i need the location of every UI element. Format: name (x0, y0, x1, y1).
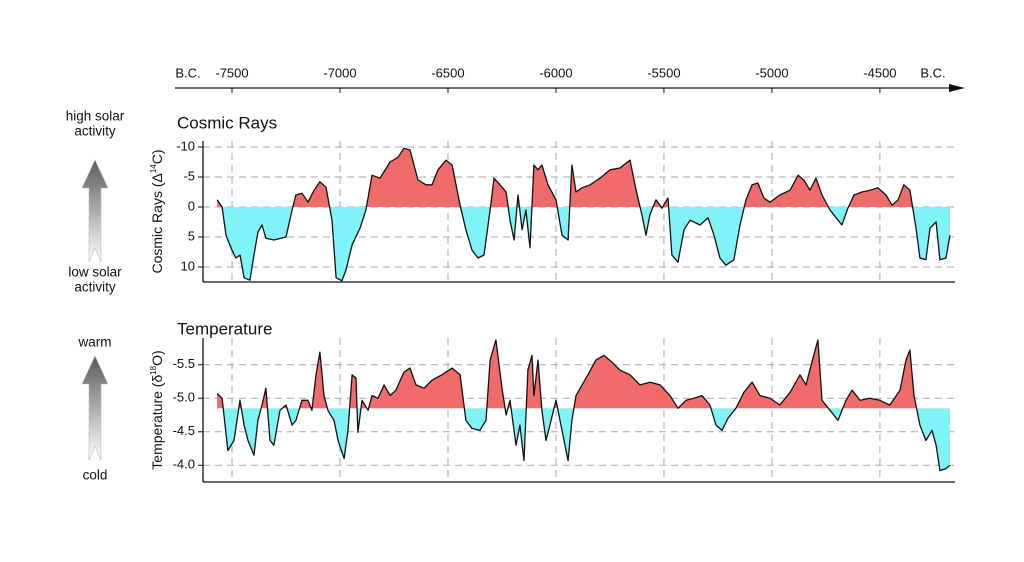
indicator-arrow (81, 355, 109, 461)
indicator-top-label: warm (78, 335, 112, 350)
y-axis-label-part: 14 (149, 164, 158, 173)
y-tick-label: -5 (183, 168, 195, 183)
indicator-top-label: activity (74, 124, 116, 139)
y-tick-label: -4.0 (173, 457, 195, 472)
y-tick-label: 10 (181, 258, 195, 273)
chart-title: Temperature (177, 319, 272, 338)
y-axis-label-part: 18 (149, 365, 158, 374)
indicator-bottom-label: cold (83, 468, 108, 483)
y-tick-label: -5.5 (173, 356, 195, 371)
x-axis-left-label: B.C. (175, 65, 200, 80)
x-tick-label: -6500 (431, 65, 464, 80)
y-axis-label-part: Temperature (δ (149, 375, 165, 470)
y-axis-label-part: Cosmic Rays (Δ (149, 173, 165, 273)
x-tick-label: -6000 (539, 65, 572, 80)
x-tick-label: -5500 (647, 65, 680, 80)
y-tick-label: -10 (176, 138, 195, 153)
chart-title: Cosmic Rays (177, 113, 277, 132)
area-below (217, 207, 950, 281)
y-axis-label: Cosmic Rays (Δ14C) (149, 149, 165, 273)
area-above (217, 340, 917, 409)
y-axis-label-part: O) (149, 350, 165, 366)
y-axis-label-part: C) (149, 149, 165, 164)
indicator-bottom-label: activity (74, 280, 116, 295)
area-below (217, 408, 950, 471)
y-tick-label: 0 (188, 198, 195, 213)
area-above (217, 148, 950, 207)
x-axis-right-label: B.C. (920, 65, 945, 80)
x-axis-arrow (949, 84, 965, 92)
y-tick-label: 5 (188, 228, 195, 243)
indicator-top-label: high solar (66, 109, 125, 124)
indicator-arrow (81, 159, 109, 263)
y-tick-label: -4.5 (173, 423, 195, 438)
indicator-bottom-label: low solar (68, 265, 122, 280)
y-tick-label: -5.0 (173, 390, 195, 405)
data-line (216, 147, 951, 282)
x-tick-label: -7500 (215, 65, 248, 80)
data-line (216, 339, 951, 472)
x-tick-label: -5000 (755, 65, 788, 80)
y-axis-label: Temperature (δ18O) (149, 350, 165, 469)
x-tick-label: -7000 (323, 65, 356, 80)
x-tick-label: -4500 (863, 65, 896, 80)
